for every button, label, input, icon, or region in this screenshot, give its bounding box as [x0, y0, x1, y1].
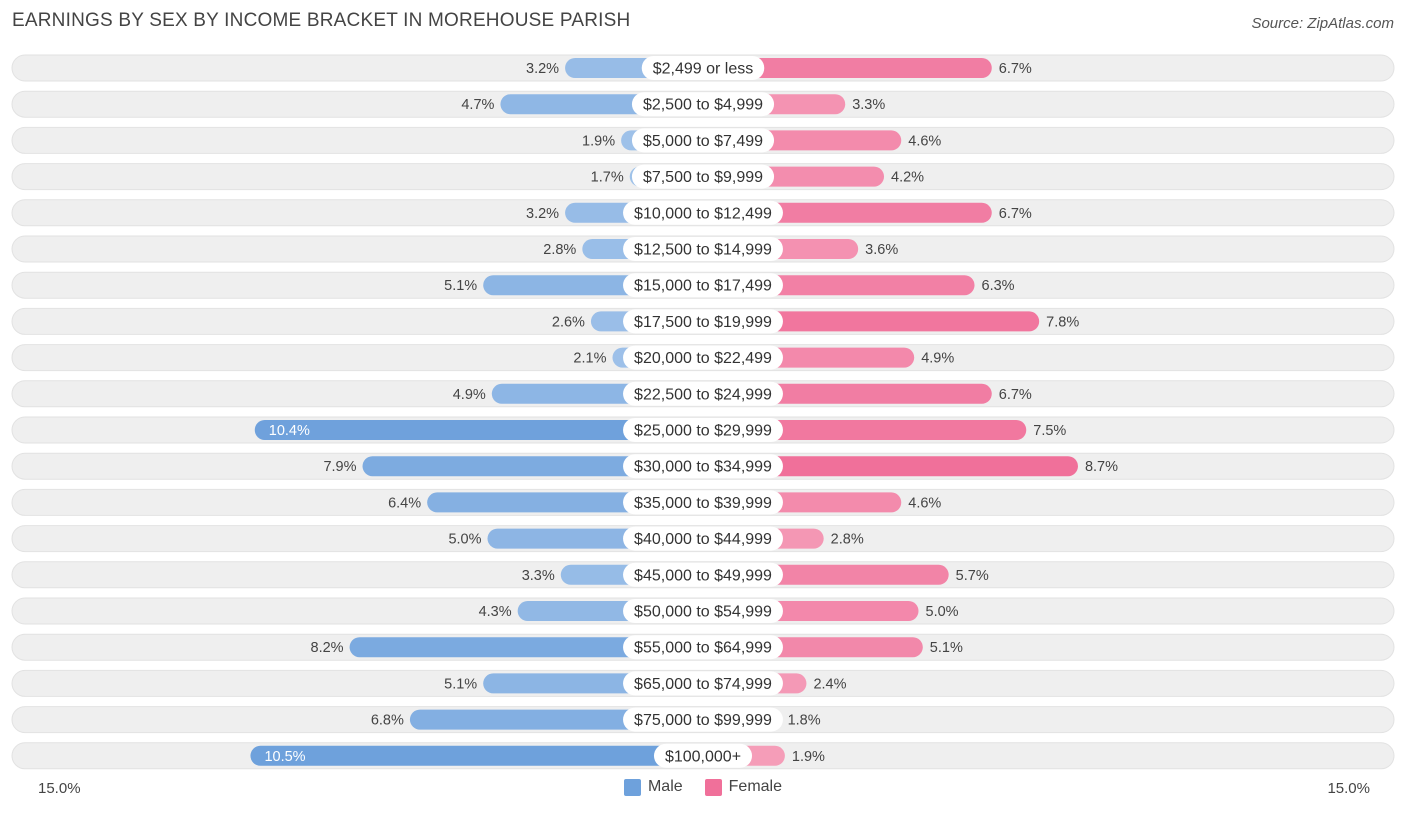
category-label: $75,000 to $99,999 — [634, 712, 772, 729]
female-value-label: 7.8% — [1046, 314, 1079, 330]
male-value-label: 7.9% — [323, 459, 356, 475]
female-value-label: 4.6% — [908, 495, 941, 511]
female-value-label: 2.4% — [813, 676, 846, 692]
category-label: $15,000 to $17,499 — [634, 278, 772, 295]
female-value-label: 5.1% — [930, 640, 963, 656]
female-value-label: 8.7% — [1085, 459, 1118, 475]
male-value-label: 4.3% — [479, 604, 512, 620]
male-value-label: 8.2% — [311, 640, 344, 656]
female-value-label: 5.0% — [926, 604, 959, 620]
category-label-pill — [641, 56, 765, 80]
female-value-label: 1.8% — [788, 713, 821, 729]
category-label: $30,000 to $34,999 — [634, 459, 772, 476]
category-label-pill — [631, 128, 775, 153]
male-value-label: 2.1% — [573, 351, 606, 367]
category-label: $50,000 to $54,999 — [634, 604, 772, 621]
category-label: $25,000 to $29,999 — [634, 423, 772, 440]
category-label-pill — [623, 635, 783, 660]
axis-left-label: 15.0% — [38, 780, 81, 797]
male-value-label: 10.4% — [269, 423, 310, 439]
female-value-label: 6.7% — [999, 61, 1032, 77]
female-value-label: 3.3% — [852, 97, 885, 113]
male-value-label: 4.9% — [453, 387, 486, 403]
category-label-pill — [623, 309, 783, 334]
category-label: $65,000 to $74,999 — [634, 676, 772, 693]
chart-title: EARNINGS BY SEX BY INCOME BRACKET IN MOR… — [12, 10, 631, 31]
category-label-pill — [623, 707, 783, 732]
category-label-pill — [623, 200, 783, 225]
category-label: $12,500 to $14,999 — [634, 242, 772, 259]
legend-swatch-female — [704, 778, 722, 796]
female-value-label: 3.6% — [865, 242, 898, 258]
female-value-label: 1.9% — [792, 749, 825, 765]
male-bar — [349, 637, 713, 658]
male-value-label: 6.4% — [388, 495, 421, 511]
category-label: $2,500 to $4,999 — [643, 97, 763, 114]
male-value-label: 5.1% — [444, 676, 477, 692]
male-value-label: 3.2% — [526, 206, 559, 222]
category-label-pill — [623, 237, 783, 261]
category-label-pill — [623, 381, 783, 406]
category-label-pill — [631, 164, 775, 189]
female-value-label: 4.6% — [908, 133, 941, 149]
female-value-label: 7.5% — [1033, 423, 1066, 439]
category-label-pill — [623, 671, 783, 696]
female-value-label: 5.7% — [956, 568, 989, 584]
female-value-label: 4.2% — [891, 170, 924, 186]
category-label: $5,000 to $7,499 — [643, 133, 763, 150]
female-bar — [693, 456, 1078, 477]
male-value-label: 2.6% — [552, 314, 585, 330]
male-bar — [250, 745, 713, 766]
category-label: $45,000 to $49,999 — [634, 567, 772, 584]
legend: Male Female — [0, 778, 1406, 796]
female-bar — [693, 58, 992, 78]
category-label: $7,500 to $9,999 — [643, 169, 763, 186]
female-value-label: 6.7% — [999, 206, 1032, 222]
male-value-label: 4.7% — [461, 97, 494, 113]
legend-item-male: Male — [623, 778, 683, 796]
legend-label-female: Female — [728, 778, 783, 795]
category-label-pill — [623, 418, 783, 442]
category-label-pill — [623, 454, 783, 479]
legend-swatch-male — [623, 778, 641, 796]
legend-item-female: Female — [704, 778, 783, 796]
male-value-label: 2.8% — [543, 242, 576, 258]
category-label: $55,000 to $64,999 — [634, 640, 772, 657]
male-value-label: 3.3% — [522, 568, 555, 584]
male-value-label: 1.7% — [591, 170, 624, 186]
category-label-pill — [623, 345, 783, 370]
category-label: $22,500 to $24,999 — [634, 386, 772, 403]
female-value-label: 6.7% — [999, 387, 1032, 403]
female-value-label: 6.3% — [982, 278, 1015, 294]
category-label: $40,000 to $44,999 — [634, 531, 772, 548]
male-value-label: 3.2% — [526, 61, 559, 77]
category-label-pill — [631, 92, 775, 117]
legend-label-male: Male — [647, 778, 683, 795]
male-value-label: 6.8% — [371, 713, 404, 729]
category-label-pill — [623, 490, 783, 515]
category-label: $20,000 to $22,499 — [634, 350, 772, 367]
female-value-label: 4.9% — [921, 351, 954, 367]
axis-right-label: 15.0% — [1327, 780, 1370, 797]
category-label: $10,000 to $12,499 — [634, 205, 772, 222]
male-bar — [254, 420, 713, 440]
category-label-pill — [653, 743, 753, 768]
category-label-pill — [623, 526, 783, 551]
male-value-label: 1.9% — [582, 133, 615, 149]
category-label-pill — [623, 562, 783, 587]
male-value-label: 10.5% — [264, 749, 305, 765]
male-value-label: 5.0% — [448, 532, 481, 548]
category-label-pill — [623, 273, 783, 298]
category-label-pill — [623, 599, 783, 623]
source-label: Source: ZipAtlas.com — [1251, 15, 1394, 32]
female-value-label: 2.8% — [831, 532, 864, 548]
category-label: $17,500 to $19,999 — [634, 314, 772, 331]
category-label: $35,000 to $39,999 — [634, 495, 772, 512]
category-label: $2,499 or less — [653, 61, 754, 78]
male-value-label: 5.1% — [444, 278, 477, 294]
category-label: $100,000+ — [665, 748, 741, 765]
